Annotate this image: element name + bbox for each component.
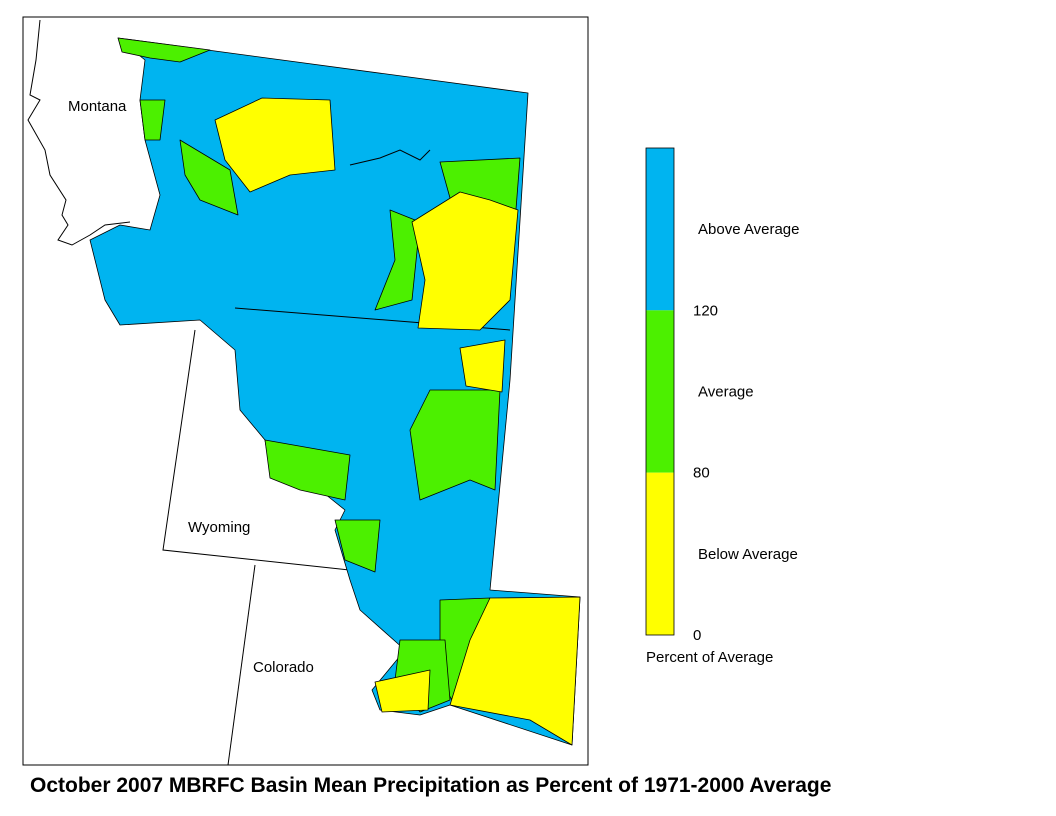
legend-swatch — [646, 472, 674, 635]
map-title: October 2007 MBRFC Basin Mean Precipitat… — [30, 774, 831, 797]
state-label: Montana — [68, 98, 127, 115]
legend-tick-label: 120 — [693, 302, 718, 319]
basin — [459, 339, 506, 393]
legend-title: Percent of Average — [646, 649, 773, 666]
legend-swatch — [646, 148, 674, 311]
basin — [179, 139, 239, 216]
basin — [411, 191, 519, 331]
legend: Above Average Average Below Average 120 80 0 — [645, 147, 799, 644]
basin — [334, 519, 381, 573]
state-label: Wyoming — [188, 519, 250, 536]
legend-label: Above Average — [698, 221, 799, 238]
basin — [374, 669, 431, 713]
basin — [449, 596, 581, 746]
legend-border — [645, 147, 675, 636]
montana-outline — [27, 19, 131, 246]
state-label: Colorado — [253, 659, 314, 676]
basin — [117, 37, 211, 63]
basin — [214, 97, 336, 193]
legend-swatch — [646, 310, 674, 473]
legend-tick-label: 80 — [693, 465, 710, 482]
basin — [409, 389, 501, 501]
legend-tick-label: 0 — [693, 627, 701, 644]
colorado-boundary — [227, 564, 256, 766]
basin — [264, 439, 351, 501]
river — [349, 149, 431, 166]
legend-label: Average — [698, 384, 754, 401]
legend-label: Below Average — [698, 546, 798, 563]
basin — [139, 99, 166, 141]
